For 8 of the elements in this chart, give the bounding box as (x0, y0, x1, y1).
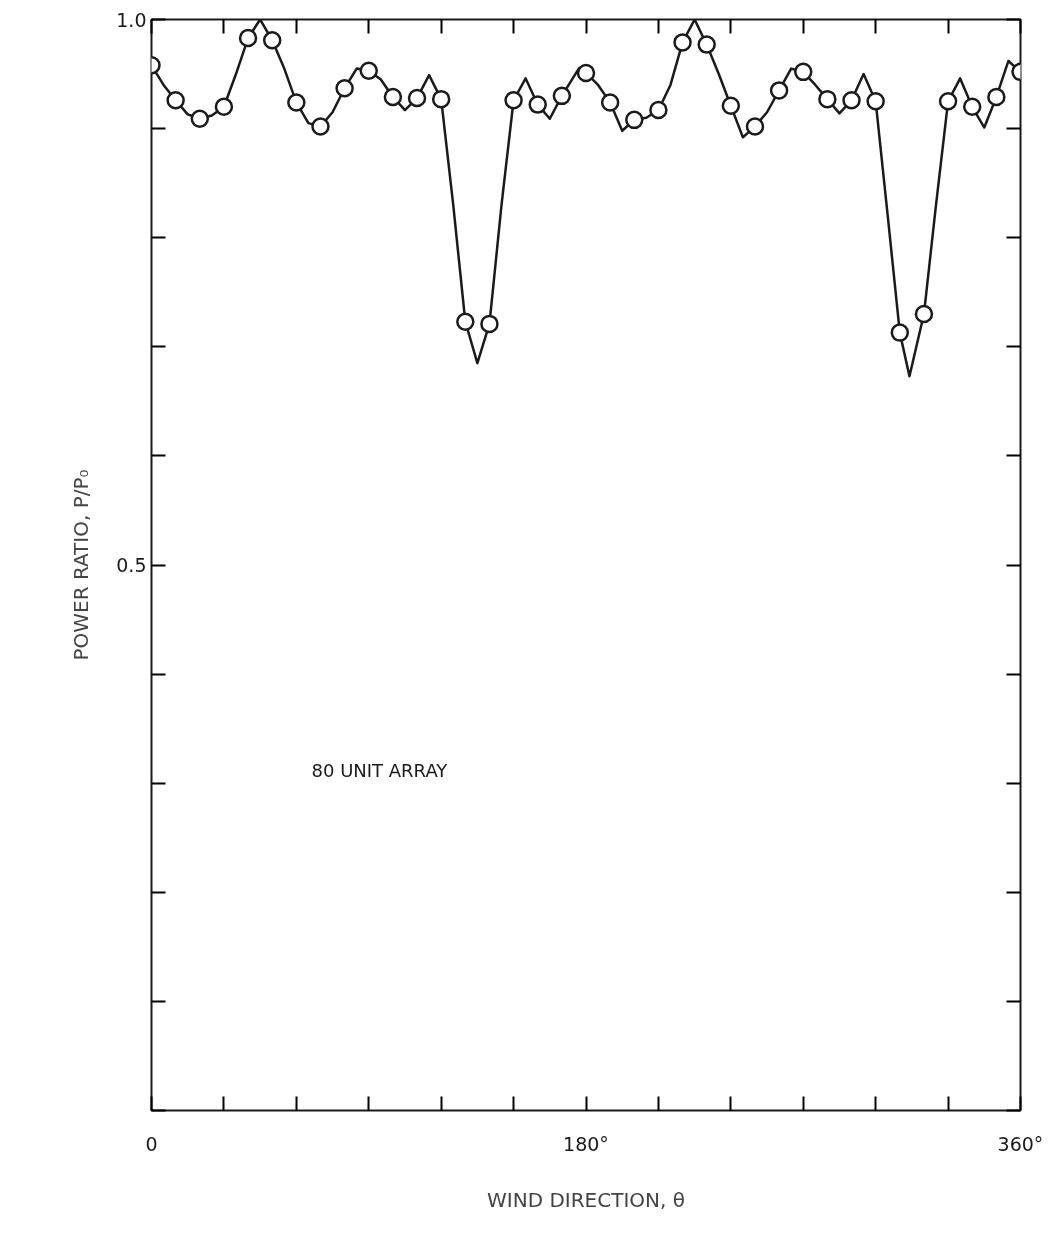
x-tick-label: 360° (997, 1132, 1044, 1155)
x-tick-label: 0 (145, 1132, 158, 1155)
y-axis-title: POWER RATIO, P/P₀ (69, 469, 94, 661)
annotation: 80 UNIT ARRAY (311, 759, 449, 781)
y-tick-label: 1.0 (116, 8, 147, 31)
x-tick-label: 180° (563, 1132, 609, 1155)
x-axis-title: WIND DIRECTION, θ (487, 1187, 685, 1212)
y-tick-label: 0.5 (116, 554, 147, 576)
